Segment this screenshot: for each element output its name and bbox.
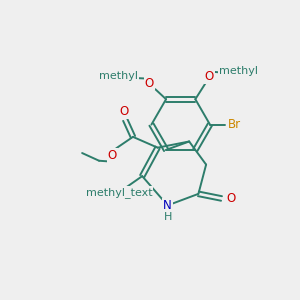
Text: methyl_text: methyl_text <box>86 187 152 198</box>
Text: methyl: methyl <box>99 71 138 81</box>
Text: O: O <box>145 76 154 89</box>
Text: Br: Br <box>228 118 241 131</box>
Text: O: O <box>205 70 214 83</box>
Text: O: O <box>107 149 117 162</box>
Text: O: O <box>119 105 128 118</box>
Text: H: H <box>164 212 172 222</box>
Text: O: O <box>226 192 236 205</box>
Text: methyl: methyl <box>219 67 258 76</box>
Text: N: N <box>163 199 172 212</box>
